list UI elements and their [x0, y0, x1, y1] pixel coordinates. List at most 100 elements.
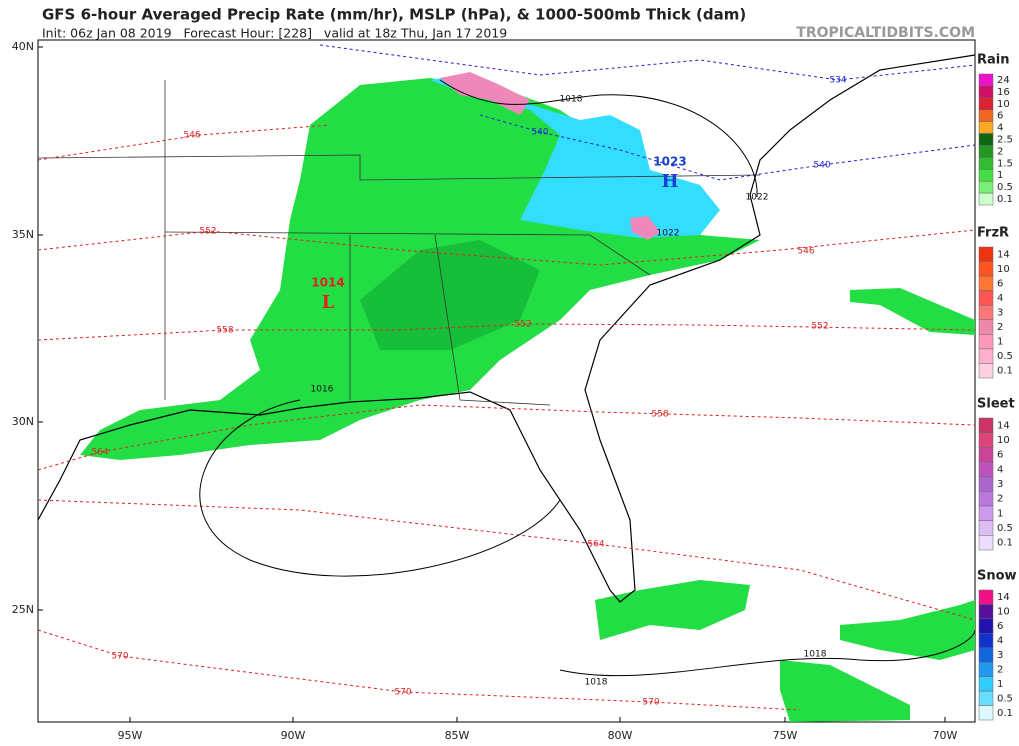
legend-title: Sleet: [977, 397, 1015, 412]
legend-level: 1: [997, 337, 1003, 348]
isobar: [559, 629, 976, 677]
isobar: [439, 79, 758, 198]
center-letter: H: [661, 171, 678, 192]
legend-level: 0.5: [997, 523, 1013, 534]
labels: GFS 6-hour Averaged Precip Rate (mm/hr),…: [12, 6, 1017, 743]
lat-label: 40N: [12, 40, 34, 53]
legend-swatch: [978, 505, 994, 521]
legend-level: 2: [997, 664, 1003, 675]
legend-level: 1: [997, 508, 1003, 519]
legend-swatch: [978, 705, 994, 721]
legend-level: 0.5: [997, 351, 1013, 362]
legend-level: 0.5: [997, 182, 1013, 193]
legend-swatch: [978, 157, 994, 170]
legend-swatch: [978, 304, 994, 321]
thickness-label: 570: [111, 652, 128, 662]
legend-swatch: [978, 121, 994, 134]
thickness-label: 540: [813, 161, 830, 171]
thickness-contour: [37, 404, 976, 471]
legend-title: Snow: [977, 569, 1017, 584]
thickness-label: 546: [797, 247, 814, 257]
map-base: [37, 39, 976, 723]
legend-swatch: [978, 348, 994, 364]
brand: TROPICALTIDBITS.COM: [796, 25, 975, 41]
legend-swatch: [978, 618, 994, 634]
legend-level: 2: [997, 494, 1003, 505]
lon-label: 70W: [933, 729, 958, 742]
legend-level: 2.5: [997, 135, 1013, 146]
legend-level: 0.5: [997, 693, 1013, 704]
precip-snow: [430, 75, 720, 238]
legend-level: 14: [997, 420, 1010, 431]
precip-rain-heavy: [360, 240, 540, 350]
legend-level: 3: [997, 479, 1003, 490]
legend-swatch: [978, 676, 994, 692]
legend-swatch: [978, 145, 994, 158]
pressure-label: 1016: [311, 385, 334, 395]
state-border: [434, 234, 551, 406]
thickness-label: 546: [183, 131, 200, 141]
legend-title: FrzR: [977, 226, 1009, 241]
isobar: [199, 399, 561, 577]
legend-swatch: [978, 261, 994, 277]
legend-swatch: [978, 461, 994, 477]
thickness-label: 534: [829, 76, 846, 86]
legend-swatch: [978, 85, 994, 99]
lon-label: 95W: [118, 729, 143, 742]
legend-swatch: [978, 180, 994, 194]
pressure-label: 1018: [804, 650, 827, 660]
legend-swatch: [978, 246, 994, 262]
legend-level: 24: [997, 75, 1010, 86]
lat-label: 35N: [12, 228, 34, 241]
thickness-contour: [37, 229, 976, 266]
legend-level: 1.5: [997, 158, 1013, 169]
precip-rain: [850, 288, 975, 335]
legend-level: 1: [997, 170, 1003, 181]
lat-label: 30N: [12, 415, 34, 428]
precip-rain: [840, 600, 975, 660]
thickness-contour: [37, 499, 976, 621]
legend-swatch: [978, 73, 994, 87]
legend-level: 6: [997, 450, 1003, 461]
legend-swatch: [978, 520, 994, 536]
legend-swatch: [978, 290, 994, 306]
legend-level: 4: [997, 636, 1003, 647]
legend-swatch: [978, 589, 994, 605]
legend-swatch: [978, 169, 994, 182]
thickness-label: 552: [811, 322, 828, 332]
lon-label: 85W: [445, 729, 470, 742]
legend-level: 6: [997, 111, 1003, 122]
map-subtitle: Init: 06z Jan 08 2019 Forecast Hour: [22…: [42, 26, 507, 41]
legend-level: 10: [997, 435, 1010, 446]
legend-swatch: [978, 97, 994, 110]
pressure-label: 1018: [560, 95, 583, 105]
legend-level: 10: [997, 99, 1010, 110]
legend-swatch: [978, 192, 994, 206]
legend-level: 4: [997, 464, 1003, 475]
legend-level: 2: [997, 322, 1003, 333]
thickness-label: 564: [587, 540, 604, 550]
legend-swatch: [978, 491, 994, 507]
legend-swatch: [978, 109, 994, 122]
legend-level: 16: [997, 87, 1010, 98]
legend-swatch: [978, 604, 994, 620]
thickness-label: 558: [651, 410, 668, 420]
legend-swatch: [978, 690, 994, 706]
legend-swatch: [978, 661, 994, 677]
legend-level: 10: [997, 607, 1010, 618]
legend-swatch: [978, 363, 994, 379]
legend-level: 6: [997, 278, 1003, 289]
thickness-label: 564: [91, 448, 108, 458]
legend-level: 4: [997, 293, 1003, 304]
lat-label: 25N: [12, 603, 34, 616]
legend-swatch: [978, 417, 994, 433]
precip-frzr: [630, 216, 660, 240]
legend-level: 14: [997, 249, 1010, 260]
legend-swatch: [978, 633, 994, 649]
legend-swatch: [978, 319, 994, 335]
precip-rain: [595, 580, 750, 640]
pressure-label: 1022: [657, 229, 680, 239]
precip-rain: [780, 660, 910, 722]
legend-swatch: [978, 476, 994, 492]
